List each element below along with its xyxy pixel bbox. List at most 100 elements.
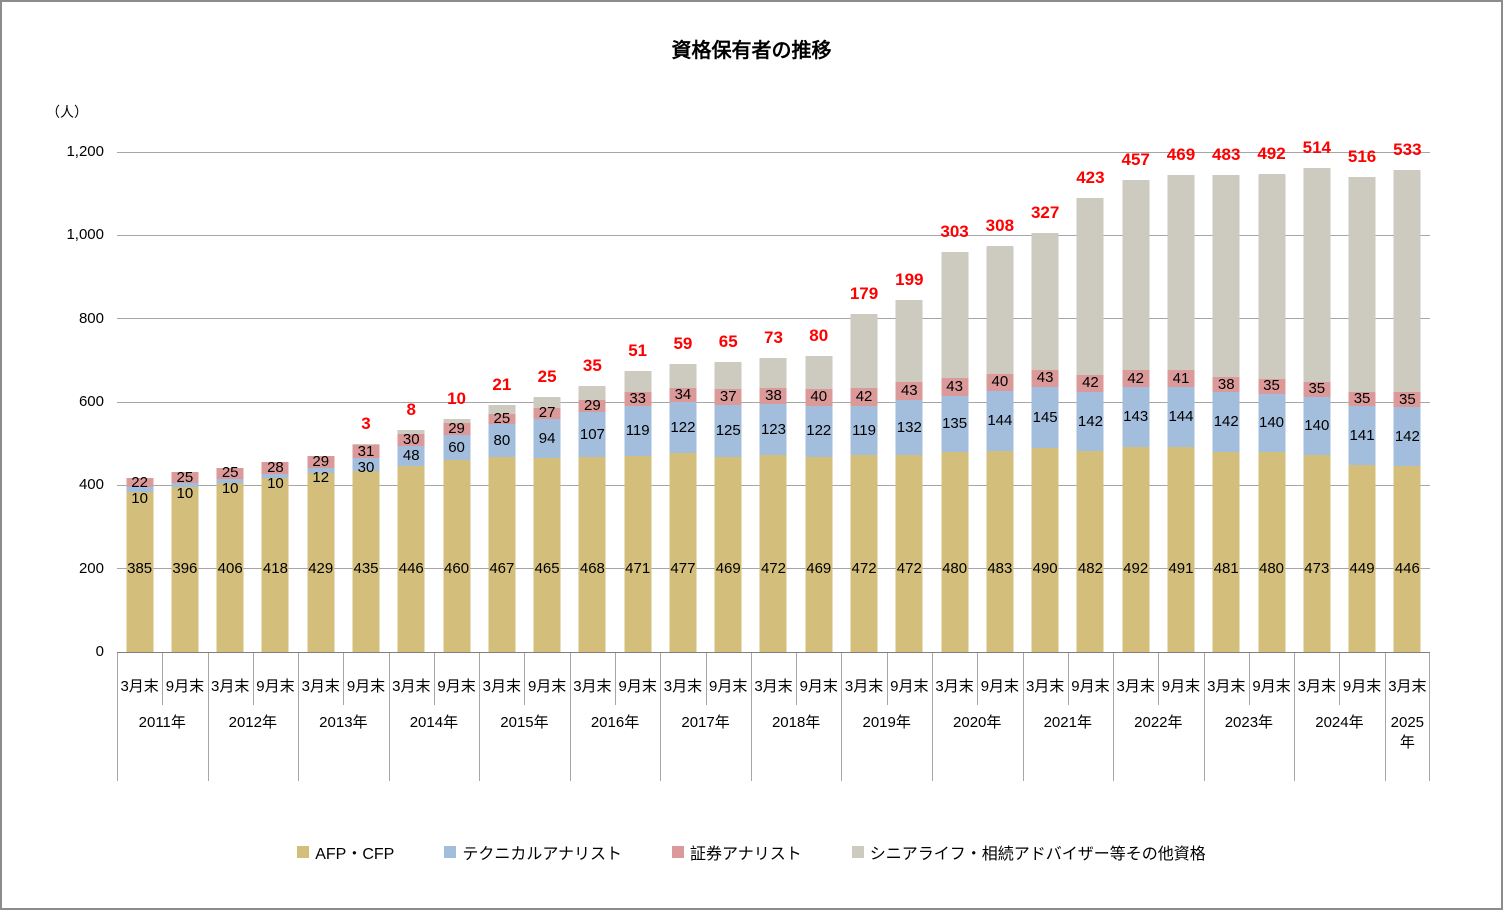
stacked-bar <box>850 152 878 652</box>
value-label-afp-cfp: 472 <box>851 559 877 577</box>
bar-segment-technical-analyst <box>669 402 697 454</box>
stacked-bar <box>1122 152 1150 652</box>
x-tick-label: 3月末 <box>482 678 522 695</box>
value-label-securities-analyst: 28 <box>267 458 284 476</box>
year-label: 2017年 <box>681 714 730 731</box>
bar-segment-senior-life-other <box>1122 179 1150 370</box>
year-label: 2025年 <box>1390 714 1425 751</box>
bar-segment-senior-life-other <box>1167 174 1195 371</box>
bar-segment-securities-analyst <box>443 423 471 436</box>
value-label-afp-cfp: 406 <box>217 559 243 577</box>
x-tick-label: 3月末 <box>1297 678 1336 695</box>
legend-label-senior-life-other: シニアライフ・相続アドバイザー等その他資格 <box>869 846 1206 863</box>
value-label-technical-analyst: 140 <box>1259 413 1285 431</box>
value-label-afp-cfp: 467 <box>489 559 515 577</box>
value-label-technical-analyst: 143 <box>1123 408 1149 426</box>
year-label: 2023年 <box>1224 714 1274 731</box>
value-label-senior-life-other: 423 <box>1076 168 1105 188</box>
bar-segment-senior-life-other <box>1393 170 1421 393</box>
bar-column: 490 43 145 327 <box>1023 152 1068 652</box>
legend-item-securities-analyst: 証券アナリスト <box>672 840 802 864</box>
value-label-senior-life-other: 21 <box>492 374 512 394</box>
bar-column: 467 25 80 21 <box>479 152 524 652</box>
value-label-technical-analyst: 122 <box>670 418 696 436</box>
year-label: 2013年 <box>319 714 368 731</box>
bar-column: 460 29 60 10 <box>434 152 479 652</box>
value-label-technical-analyst: 10 <box>131 489 148 507</box>
value-label-technical-analyst: 145 <box>1032 408 1058 426</box>
bar-segment-afp-cfp <box>216 482 244 652</box>
x-tick-label: 9月末 <box>346 678 386 695</box>
value-label-securities-analyst: 33 <box>629 390 646 408</box>
stacked-bar <box>714 152 742 652</box>
value-label-securities-analyst: 30 <box>402 430 420 448</box>
grid-line <box>117 151 1430 153</box>
x-tick-label: 3月末 <box>844 678 884 695</box>
year-label: 2018年 <box>771 714 821 731</box>
category-separator <box>298 653 300 781</box>
x-tick-label: 3月末 <box>1207 678 1246 695</box>
bar-segment-technical-analyst <box>1348 406 1376 465</box>
bar-segment-senior-life-other <box>1031 233 1059 370</box>
bar-segment-afp-cfp <box>488 457 516 652</box>
bar-segment-afp-cfp <box>533 458 561 652</box>
bar-segment-senior-life-other <box>669 363 697 389</box>
value-label-securities-analyst: 40 <box>991 373 1009 391</box>
value-label-technical-analyst: 30 <box>357 458 375 476</box>
grid-line <box>117 318 1430 320</box>
value-label-securities-analyst: 42 <box>855 388 873 405</box>
bar-column: 469 40 122 80 <box>796 152 841 652</box>
bar-segment-afp-cfp <box>1348 464 1376 652</box>
value-label-securities-analyst: 25 <box>176 468 194 486</box>
y-tick-label: 200 <box>78 559 104 577</box>
legend-item-afp-cfp: AFP・CFP <box>297 840 394 864</box>
bar-segment-afp-cfp <box>397 466 425 652</box>
value-label-afp-cfp: 477 <box>670 559 696 577</box>
value-label-securities-analyst: 27 <box>538 404 556 422</box>
x-tick-label: 9月末 <box>980 678 1020 695</box>
bar-segment-technical-analyst <box>624 406 652 456</box>
stacked-bar <box>895 152 923 652</box>
bar-segment-technical-analyst <box>126 487 154 492</box>
value-label-senior-life-other: 516 <box>1347 146 1377 166</box>
bar-column: 480 35 140 492 <box>1249 145 1294 652</box>
bar-segment-afp-cfp <box>352 470 380 652</box>
stacked-bar <box>669 152 697 652</box>
value-label-technical-analyst: 10 <box>176 484 194 502</box>
bar-segment-technical-analyst <box>171 482 199 487</box>
bar-column: 472 43 132 199 <box>887 152 932 652</box>
stacked-bar <box>443 152 471 652</box>
year-label: 2016年 <box>590 714 640 731</box>
bar-segment-senior-life-other <box>624 371 652 393</box>
category-separator <box>977 653 979 705</box>
bar-segment-securities-analyst <box>578 400 606 413</box>
value-label-technical-analyst: 119 <box>625 421 650 439</box>
bar-segment-afp-cfp <box>1031 447 1059 652</box>
chart-title: 資格保有者の推移 <box>671 40 832 62</box>
value-label-afp-cfp: 472 <box>896 559 922 577</box>
value-label-securities-analyst: 25 <box>493 409 511 427</box>
bar-segment-technical-analyst <box>714 404 742 457</box>
stacked-bar <box>1303 152 1331 652</box>
bar-segment-technical-analyst <box>805 405 833 457</box>
bar-segment-technical-analyst <box>397 446 425 467</box>
value-label-afp-cfp: 469 <box>715 559 741 577</box>
value-label-senior-life-other: 179 <box>849 283 879 303</box>
category-separator <box>569 653 571 781</box>
bar-segment-afp-cfp <box>850 455 878 652</box>
bar-segment-securities-analyst <box>1258 379 1286 394</box>
bar-segment-technical-analyst <box>941 395 969 452</box>
stacked-bar <box>986 152 1014 652</box>
category-separator <box>1022 653 1024 781</box>
bar-segment-senior-life-other <box>1348 176 1376 392</box>
bar-segment-technical-analyst <box>895 400 923 456</box>
category-separator <box>388 653 390 781</box>
bar-segment-afp-cfp <box>443 460 471 652</box>
value-label-senior-life-other: 10 <box>447 389 467 409</box>
value-label-senior-life-other: 514 <box>1302 137 1331 157</box>
value-label-senior-life-other: 303 <box>940 221 969 241</box>
stacked-bar <box>624 152 652 652</box>
value-label-afp-cfp: 473 <box>1304 559 1330 577</box>
bar-segment-afp-cfp <box>714 456 742 652</box>
y-tick-label: 600 <box>78 393 104 410</box>
